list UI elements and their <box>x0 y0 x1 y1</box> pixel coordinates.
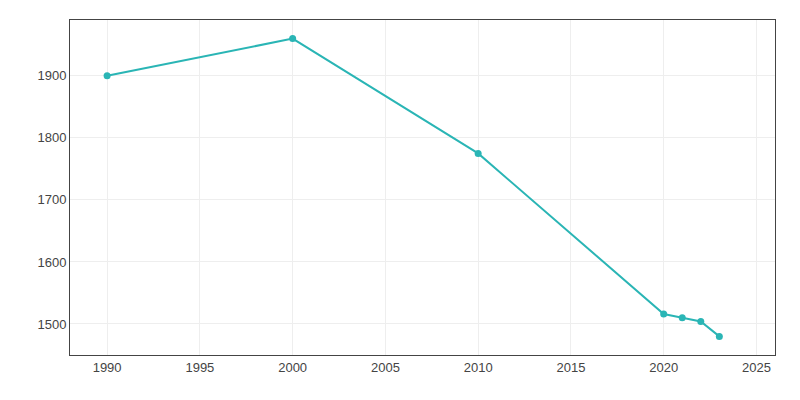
svg-text:2010: 2010 <box>464 360 493 375</box>
svg-text:1995: 1995 <box>185 360 214 375</box>
svg-text:2000: 2000 <box>278 360 307 375</box>
svg-text:2020: 2020 <box>649 360 678 375</box>
svg-text:2025: 2025 <box>742 360 771 375</box>
svg-text:2005: 2005 <box>371 360 400 375</box>
svg-text:1800: 1800 <box>37 130 66 145</box>
svg-text:1500: 1500 <box>37 317 66 332</box>
svg-text:1600: 1600 <box>37 254 66 269</box>
svg-text:1900: 1900 <box>37 68 66 83</box>
svg-text:1990: 1990 <box>93 360 122 375</box>
svg-text:1700: 1700 <box>37 192 66 207</box>
svg-text:2015: 2015 <box>556 360 585 375</box>
